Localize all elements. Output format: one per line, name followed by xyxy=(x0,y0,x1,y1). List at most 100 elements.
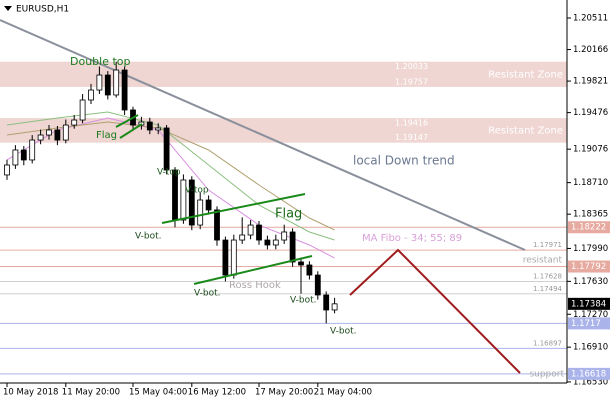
candle-body xyxy=(256,224,262,241)
annotation: V-top xyxy=(185,186,209,196)
annotation: V-bot. xyxy=(330,327,357,337)
down-trend-line xyxy=(0,19,526,251)
menu-triangle[interactable] xyxy=(4,6,12,11)
zone-label: Resistant Zone xyxy=(488,69,563,80)
flag-line xyxy=(193,255,313,285)
level-tag-value: 1.18222 xyxy=(571,223,606,233)
candle-body xyxy=(88,89,94,101)
time-axis-bg xyxy=(0,383,610,400)
zone-value: 1.19147 xyxy=(395,133,428,142)
price-axis-bg xyxy=(567,0,610,400)
candle-body xyxy=(331,303,338,311)
level-tag xyxy=(568,221,610,234)
candle-body xyxy=(298,261,304,266)
y-tick-label: 1.18365 xyxy=(573,210,608,220)
level-label: support xyxy=(529,369,564,379)
candle-body xyxy=(323,294,330,311)
candle-body xyxy=(172,169,178,221)
candle-body xyxy=(113,69,120,96)
resistance-zone xyxy=(0,118,567,143)
annotations: Double top Flag V-top V-top V-bot. V-bot… xyxy=(70,55,462,337)
ticks: 1.20511 1.20166 1.19821 1.19476 1.19076 1.187… xyxy=(3,14,610,398)
candle-body xyxy=(264,239,271,246)
candle-body xyxy=(222,239,229,276)
level-value: 1.17494 xyxy=(533,285,562,293)
flag-line xyxy=(161,193,306,224)
annotation: Flag xyxy=(275,207,302,222)
flag-line xyxy=(119,123,143,139)
y-tick-label: 1.17990 xyxy=(573,244,608,254)
y-tick-label: 1.20511 xyxy=(573,14,608,24)
x-tick-label: 11 May 20:00 xyxy=(62,388,120,398)
current-price: 1.17384 xyxy=(571,299,606,309)
annotation: Flag xyxy=(96,130,117,141)
x-tick-label: 21 May 04:00 xyxy=(314,388,372,398)
candle-body xyxy=(12,149,19,166)
x-tick-label: 17 May 20:00 xyxy=(255,388,313,398)
y-tick-label: 1.19821 xyxy=(573,77,608,87)
level-value: 1.17628 xyxy=(533,273,562,281)
candle-body xyxy=(205,199,212,211)
candle-body xyxy=(272,239,279,246)
zone-value: 1.20033 xyxy=(395,62,428,71)
projection-path xyxy=(349,248,521,374)
candle-body xyxy=(29,139,36,161)
candle-body xyxy=(121,69,128,111)
level-tag-value: 1.1717 xyxy=(571,319,601,329)
candle-body xyxy=(146,121,153,131)
annotation: V-top xyxy=(157,168,181,178)
candle-body xyxy=(96,74,103,91)
annotation: V-bot. xyxy=(194,289,221,299)
y-tick-label: 1.17630 xyxy=(573,277,608,287)
annotation: Ross Hook xyxy=(229,280,281,291)
y-tick-label: 1.18710 xyxy=(573,178,608,188)
candles xyxy=(4,61,338,324)
y-tick-label: 1.19076 xyxy=(573,145,608,155)
resistance-zone xyxy=(0,61,567,87)
level-tag xyxy=(568,367,610,380)
y-tick-label: 1.20166 xyxy=(573,45,608,55)
candle-body xyxy=(180,179,187,221)
candle-body xyxy=(62,124,69,141)
candle-body xyxy=(46,129,52,136)
candle-body xyxy=(54,129,61,141)
levels: 1.17971 resistant 1.17628 1.17494 1.16897 sup… xyxy=(0,226,567,379)
candle-body xyxy=(289,231,296,263)
y-tick-label: 1.16530 xyxy=(573,377,608,387)
candle-body xyxy=(239,234,246,241)
flag-line xyxy=(115,114,139,128)
level-tag-value: 1.17792 xyxy=(571,262,606,272)
moving-average xyxy=(6,111,335,241)
level-value: 1.17971 xyxy=(533,241,562,249)
candle-body xyxy=(306,264,313,276)
annotation: V-bot. xyxy=(135,232,162,242)
candle-body xyxy=(230,239,237,276)
annotation: local Down trend xyxy=(353,154,455,168)
zone-value: 1.19416 xyxy=(395,119,428,128)
y-tick-label: 1.19476 xyxy=(573,108,608,118)
candle-body xyxy=(104,74,111,96)
candle-body xyxy=(155,127,162,131)
annotation: V-bot. xyxy=(290,296,317,306)
x-tick-label: 16 May 12:00 xyxy=(188,388,246,398)
zones: 1.20033 1.19757 Resistant Zone 1.19416 1.191… xyxy=(0,61,567,143)
level-tag-value: 1.16618 xyxy=(571,369,606,379)
candle-body xyxy=(37,134,44,141)
candle-body xyxy=(71,119,78,126)
annotation: MA Fibo - 34; 55; 89 xyxy=(362,233,462,244)
chart-title: EURUSD,H1 xyxy=(16,5,69,15)
candle-body xyxy=(20,149,27,161)
annotation: Double top xyxy=(70,55,131,68)
level-tag xyxy=(568,260,610,273)
level-label: resistant xyxy=(523,256,563,266)
candle-body xyxy=(163,127,170,171)
x-tick-label: 15 May 04:00 xyxy=(129,388,187,398)
x-tick-label: 10 May 2018 xyxy=(3,388,58,398)
zone-label: Resistant Zone xyxy=(488,125,563,136)
candle-body xyxy=(314,274,321,296)
current-price-tag xyxy=(568,297,610,310)
candle-body xyxy=(214,209,220,241)
